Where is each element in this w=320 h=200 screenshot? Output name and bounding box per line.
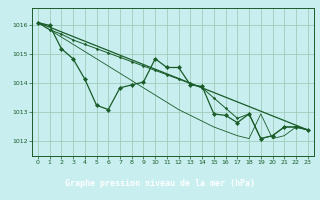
Text: Graphe pression niveau de la mer (hPa): Graphe pression niveau de la mer (hPa) [65,179,255,188]
